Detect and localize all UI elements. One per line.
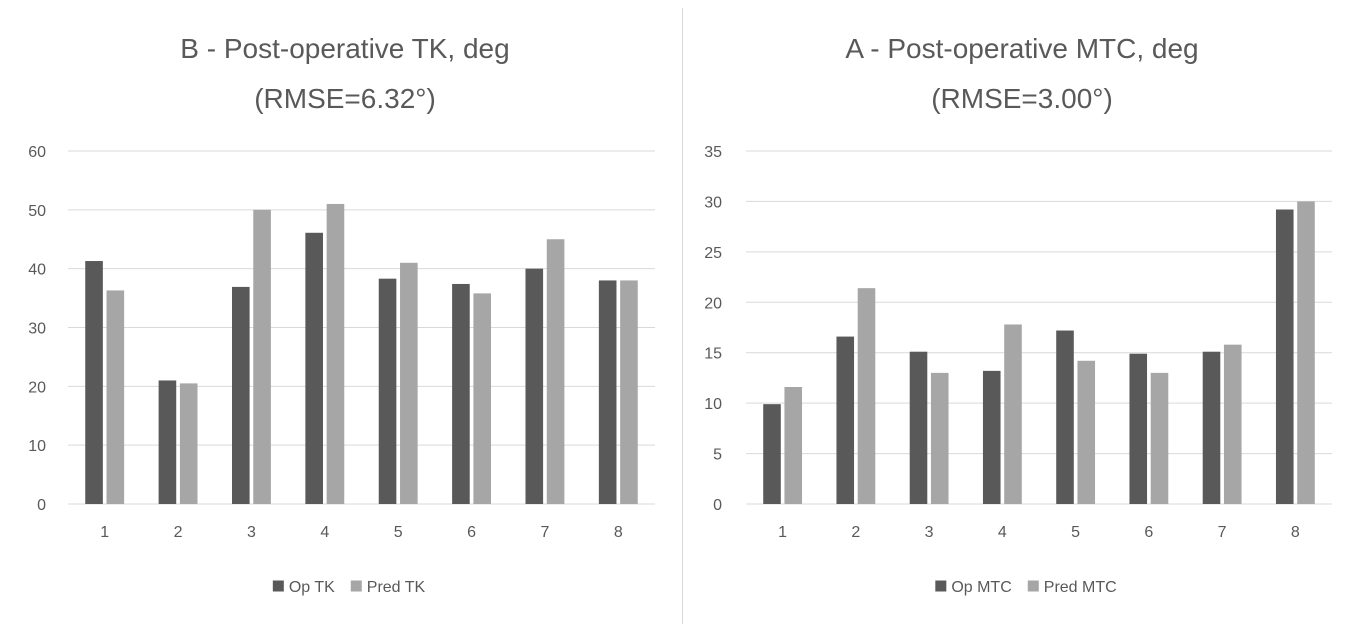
bar-pred-mtc-3 — [930, 372, 949, 504]
y-tick-label: 0 — [713, 497, 722, 514]
y-tick-label: 0 — [37, 497, 46, 514]
bar-pred-mtc-5 — [1077, 360, 1096, 504]
bar-op-mtc-5 — [1056, 330, 1074, 504]
bar-pred-tk-8 — [620, 280, 638, 504]
chart-svg-tk: B - Post-operative TK, deg (RMSE=6.32°) … — [28, 33, 655, 596]
bar-op-tk-2 — [158, 380, 177, 504]
x-tick-label: 6 — [467, 524, 476, 541]
bar-pred-mtc-4 — [1004, 324, 1022, 504]
x-tick-label: 2 — [174, 524, 183, 541]
y-tick-label: 10 — [704, 396, 722, 413]
chart-panel-tk: B - Post-operative TK, deg (RMSE=6.32°) … — [0, 0, 680, 624]
y-tick-label: 10 — [28, 438, 46, 455]
x-tick-label: 8 — [1291, 524, 1300, 541]
x-tick-label: 2 — [851, 524, 860, 541]
legend-label: Pred MTC — [1044, 579, 1117, 596]
x-tick-label: 5 — [1071, 524, 1080, 541]
bar-pred-mtc-7 — [1223, 344, 1242, 504]
bar-op-mtc-2 — [836, 336, 855, 504]
bar-pred-mtc-6 — [1150, 372, 1169, 504]
bar-pred-tk-6 — [473, 293, 492, 504]
x-tick-label: 7 — [540, 524, 549, 541]
y-tick-label: 40 — [28, 262, 46, 279]
chart-subtitle: (RMSE=6.32°) — [254, 83, 436, 114]
bar-pred-mtc-8 — [1297, 201, 1315, 504]
bar-op-tk-5 — [378, 278, 397, 504]
y-tick-label: 25 — [704, 245, 722, 262]
legend-swatch — [272, 580, 284, 592]
bar-pred-tk-4 — [326, 203, 345, 504]
bar-pred-mtc-1 — [784, 387, 803, 504]
y-tick-label: 15 — [704, 346, 722, 363]
bar-op-mtc-4 — [982, 370, 1001, 504]
legend-swatch — [935, 580, 947, 592]
chart-svg-mtc: A - Post-operative MTC, deg (RMSE=3.00°)… — [704, 33, 1332, 596]
bar-op-tk-4 — [305, 232, 323, 505]
bar-pred-tk-5 — [400, 262, 418, 504]
bar-op-mtc-7 — [1202, 351, 1221, 504]
x-tick-label: 3 — [925, 524, 934, 541]
bar-op-tk-3 — [231, 286, 250, 504]
legend-swatch — [350, 580, 362, 592]
bar-pred-mtc-2 — [857, 288, 876, 504]
bar-op-mtc-1 — [763, 404, 781, 504]
x-tick-label: 4 — [320, 524, 329, 541]
bar-pred-tk-2 — [179, 383, 198, 504]
y-tick-label: 35 — [704, 144, 722, 161]
y-tick-label: 30 — [704, 194, 722, 211]
x-tick-label: 7 — [1218, 524, 1227, 541]
legend-swatch — [1027, 580, 1039, 592]
bar-op-tk-7 — [525, 268, 544, 504]
y-tick-label: 20 — [28, 379, 46, 396]
x-tick-label: 6 — [1144, 524, 1153, 541]
x-tick-label: 3 — [247, 524, 256, 541]
bar-op-mtc-6 — [1129, 353, 1148, 504]
legend-label: Op MTC — [951, 579, 1011, 596]
y-tick-label: 50 — [28, 203, 46, 220]
bar-op-tk-6 — [452, 283, 470, 504]
bar-pred-tk-7 — [546, 239, 565, 504]
x-tick-label: 5 — [394, 524, 403, 541]
chart-subtitle: (RMSE=3.00°) — [931, 83, 1113, 114]
x-tick-label: 1 — [778, 524, 787, 541]
y-tick-label: 20 — [704, 295, 722, 312]
x-tick-label: 8 — [614, 524, 623, 541]
y-tick-label: 60 — [28, 144, 46, 161]
chart-panel-mtc: A - Post-operative MTC, deg (RMSE=3.00°)… — [684, 0, 1364, 624]
x-tick-label: 4 — [998, 524, 1007, 541]
legend-label: Pred TK — [367, 579, 426, 596]
legend-label: Op TK — [289, 579, 335, 596]
bar-op-tk-1 — [85, 261, 103, 504]
bar-op-tk-8 — [598, 280, 617, 504]
y-tick-label: 5 — [713, 447, 722, 464]
bar-pred-tk-3 — [253, 209, 271, 505]
x-tick-label: 1 — [100, 524, 109, 541]
chart-title: A - Post-operative MTC, deg — [845, 33, 1198, 64]
panel-divider — [682, 8, 683, 624]
bar-op-mtc-3 — [909, 351, 928, 504]
bar-pred-tk-1 — [106, 290, 125, 504]
y-tick-label: 30 — [28, 321, 46, 338]
chart-title: B - Post-operative TK, deg — [180, 33, 509, 64]
bar-op-mtc-8 — [1275, 209, 1294, 505]
